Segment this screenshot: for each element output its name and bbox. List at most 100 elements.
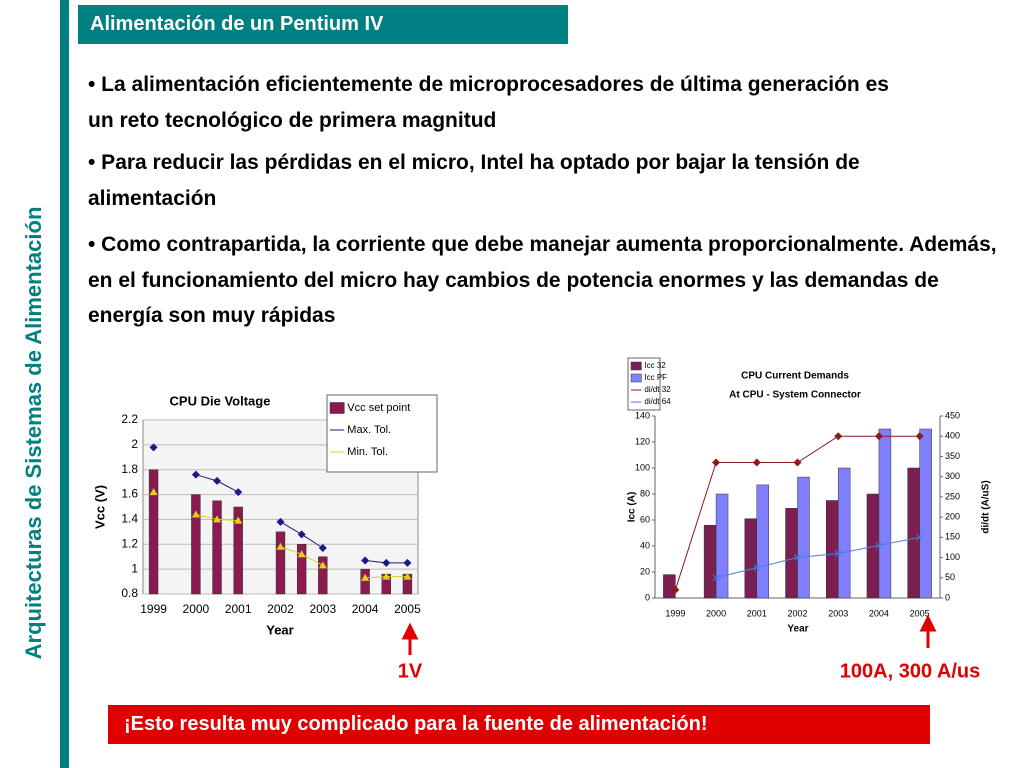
- y2-tick-label: 0: [945, 592, 950, 602]
- y-tick-label: 40: [640, 540, 650, 550]
- y-tick-label: 0.8: [121, 586, 138, 600]
- legend-label: Icc PF: [644, 373, 667, 382]
- bar: [756, 484, 770, 599]
- x-axis-label: Year: [787, 624, 808, 635]
- x-tick-label: 2003: [828, 608, 848, 618]
- x-tick-label: 2000: [183, 602, 210, 616]
- legend-label: di/dt 32: [644, 385, 671, 394]
- y2-tick-label: 150: [945, 532, 960, 542]
- y-tick-label: 1.2: [121, 536, 138, 550]
- y2-tick-label: 50: [945, 572, 955, 582]
- legend-label: Min. Tol.: [347, 446, 388, 458]
- legend-label: Vcc set point: [347, 402, 410, 414]
- x-tick-label: 2005: [394, 602, 421, 616]
- x-tick-label: 2005: [910, 608, 930, 618]
- y-tick-label: 1.4: [121, 512, 138, 526]
- x-tick-label: 2002: [787, 608, 807, 618]
- y-axis-label: Icc (A): [627, 492, 638, 523]
- x-tick-label: 1999: [665, 608, 685, 618]
- line-marker: [403, 572, 412, 580]
- line-marker: [874, 432, 883, 441]
- annotation: 100A, 300 A/us: [840, 660, 980, 682]
- chart-title: CPU Die Voltage: [170, 393, 271, 408]
- x-tick-label: 2002: [267, 602, 294, 616]
- line-marker: [915, 432, 924, 441]
- bar: [919, 428, 932, 599]
- line-marker: [149, 443, 158, 452]
- bullet: • Como contrapartida, la corriente que d…: [88, 233, 997, 327]
- line-marker: [671, 585, 680, 594]
- y-tick-label: 80: [640, 488, 650, 498]
- line-marker: [712, 458, 721, 467]
- side-bar: [60, 0, 69, 768]
- y-tick-label: 1.6: [121, 487, 138, 501]
- series-line: [715, 536, 920, 579]
- chart-subtitle: At CPU - System Connector: [729, 390, 861, 401]
- legend-box: [326, 394, 438, 473]
- bar: [663, 574, 676, 599]
- bar: [212, 500, 222, 595]
- bar: [715, 493, 729, 599]
- y2-axis-label: di/dt (A/uS): [981, 480, 992, 533]
- y2-tick-label: 450: [945, 410, 960, 420]
- x-tick-label: 2004: [352, 602, 379, 616]
- line-marker: [361, 573, 370, 581]
- legend-label: Icc 32: [644, 361, 666, 370]
- y-tick-label: 1: [131, 561, 138, 575]
- bar: [744, 518, 758, 599]
- line-marker: [834, 432, 843, 441]
- line-marker: [276, 517, 285, 526]
- y2-tick-label: 300: [945, 471, 960, 481]
- bar: [837, 467, 851, 599]
- line-marker: [875, 542, 883, 549]
- line-marker: [712, 574, 720, 582]
- line-marker: [834, 550, 842, 557]
- line-marker: [318, 544, 327, 553]
- y-tick-label: 20: [640, 566, 650, 576]
- header: Alimentación de un Pentium IV: [78, 5, 568, 44]
- line-marker: [361, 556, 370, 565]
- line-marker: [191, 510, 200, 518]
- bar: [191, 494, 201, 595]
- footer-box: ¡Esto resulta muy complicado para la fue…: [108, 705, 930, 744]
- line-marker: [234, 488, 243, 497]
- bar: [275, 531, 286, 595]
- y-tick-label: 0: [645, 592, 650, 602]
- x-tick-label: 1999: [140, 602, 167, 616]
- bar: [785, 508, 798, 599]
- bar: [825, 500, 839, 599]
- legend-label: Max. Tol.: [347, 424, 391, 436]
- arrow: [919, 614, 937, 648]
- y2-tick-label: 250: [945, 491, 960, 501]
- y-tick-label: 2: [131, 437, 138, 451]
- y2-tick-label: 400: [945, 431, 960, 441]
- x-tick-label: 2001: [747, 608, 767, 618]
- legend-swatch: [630, 361, 642, 371]
- bar: [360, 568, 370, 595]
- bar: [318, 556, 328, 595]
- x-axis-label: Year: [266, 622, 293, 637]
- line-marker: [213, 476, 222, 485]
- bar: [703, 524, 717, 599]
- line-marker: [191, 470, 200, 479]
- line-marker: [794, 554, 801, 561]
- y-tick-label: 1.8: [121, 462, 138, 476]
- line-marker: [382, 558, 391, 567]
- y-axis-label: Vcc (V): [92, 485, 107, 529]
- line-marker: [752, 458, 761, 467]
- y2-tick-label: 100: [945, 552, 960, 562]
- bar: [797, 476, 810, 599]
- y-tick-label: 140: [635, 410, 650, 420]
- legend-swatch: [329, 402, 345, 414]
- line-marker: [382, 572, 391, 580]
- line-marker: [213, 515, 222, 523]
- bar: [148, 469, 159, 595]
- bar: [878, 428, 892, 599]
- y2-tick-label: 200: [945, 511, 960, 521]
- bar: [233, 506, 243, 595]
- chart-title: CPU Current Demands: [741, 371, 849, 382]
- legend-swatch: [630, 373, 642, 383]
- x-tick-label: 2001: [225, 602, 252, 616]
